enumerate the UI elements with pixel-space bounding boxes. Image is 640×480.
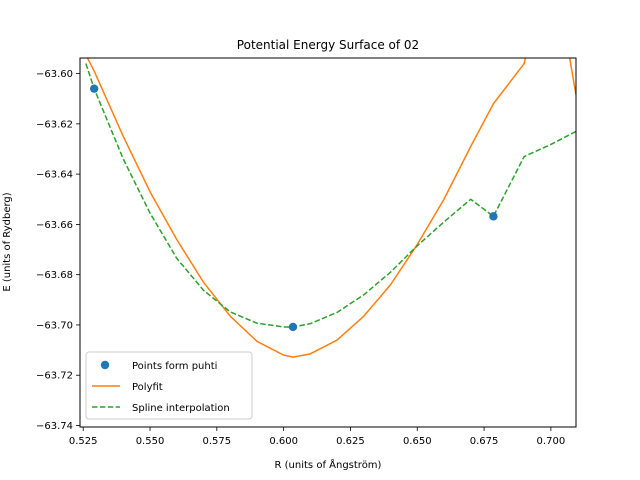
data-point [489,212,498,221]
y-axis-label: E (units of Rydberg) [2,192,13,291]
y-tick-label: −63.72 [36,371,73,382]
chart-title: Potential Energy Surface of 02 [237,38,419,52]
x-axis-label: R (units of Ångström) [275,458,382,471]
legend-label: Spline interpolation [132,403,230,414]
series-line-spline-interpolation [85,63,576,328]
y-tick-label: −63.60 [36,69,73,80]
legend-item: Polyfit [92,382,163,393]
plot-frame [79,57,577,428]
x-tick-label: 0.550 [136,436,165,447]
legend: Points form puhti Polyfit Spline interpola… [85,351,253,420]
data-point [89,84,99,93]
x-tick-label: 0.525 [69,436,98,447]
legend-label: Points form puhti [132,361,217,372]
y-tick-label: −63.68 [36,270,73,281]
legend-marker [100,360,110,370]
legend-item: Spline interpolation [92,403,230,414]
x-tick-label: 0.650 [403,436,432,447]
data-point [288,322,298,332]
legend-item: Points form puhti [100,360,217,372]
legend-box [85,351,253,420]
y-tick-label: −63.66 [36,220,73,231]
series-line-polyfit [86,58,576,358]
x-tick-label: 0.675 [470,436,499,447]
y-tick-label: −63.64 [36,170,73,181]
y-tick-label: −63.70 [36,320,73,331]
y-tick-label: −63.62 [36,119,73,130]
legend-label: Polyfit [132,382,163,393]
x-tick-label: 0.625 [336,436,365,447]
x-tick-label: 0.575 [203,436,232,447]
x-tick-label: 0.600 [269,436,298,447]
x-tick-label: 0.700 [537,436,566,447]
y-tick-label: −63.74 [36,421,73,432]
